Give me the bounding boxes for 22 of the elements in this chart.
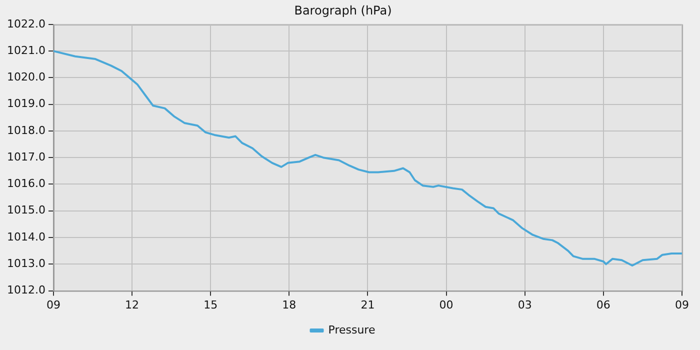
y-tick-label: 1016.0 (6, 177, 46, 190)
y-tick-label: 1021.0 (6, 44, 46, 57)
x-tick-label: 18 (282, 298, 296, 312)
x-tick-label: 06 (596, 298, 610, 312)
y-tick-label: 1013.0 (6, 257, 46, 270)
x-tick-label: 21 (360, 298, 375, 312)
y-tick-label: 1012.0 (6, 284, 46, 297)
legend-label: Pressure (328, 323, 376, 336)
x-tick-label: 00 (439, 298, 454, 312)
chart-title: Barograph (hPa) (294, 3, 392, 18)
y-tick-label: 1019.0 (6, 97, 46, 110)
y-tick-label: 1014.0 (6, 230, 46, 244)
x-tick-label: 09 (675, 298, 689, 312)
y-tick-label: 1020.0 (6, 70, 46, 84)
y-tick-label: 1018.0 (6, 124, 46, 137)
y-tick-label: 1017.0 (6, 150, 46, 164)
x-tick-label: 12 (125, 298, 140, 312)
y-tick-label: 1015.0 (6, 204, 46, 217)
x-tick-label: 03 (518, 298, 532, 312)
x-tick-label: 09 (46, 298, 60, 312)
x-tick-label: 15 (204, 298, 218, 312)
y-tick-label: 1022.0 (6, 17, 46, 30)
